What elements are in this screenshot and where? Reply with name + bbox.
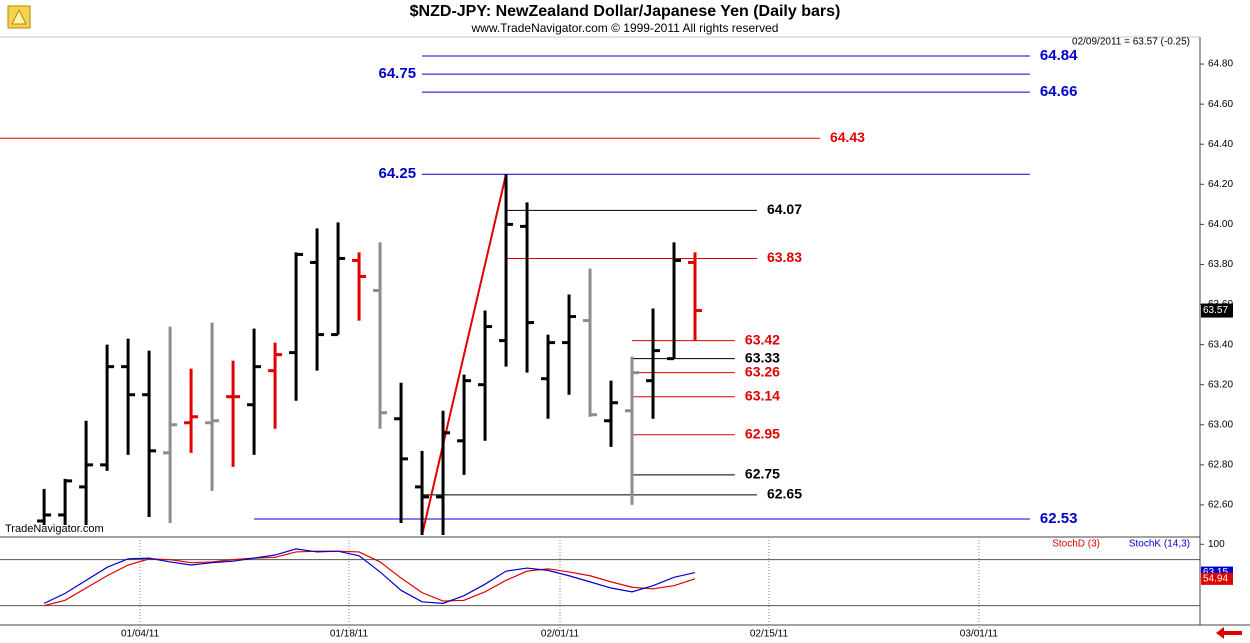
level-label: 64.25 bbox=[379, 165, 417, 182]
chart-title: $NZD-JPY: NewZealand Dollar/Japanese Yen… bbox=[410, 3, 841, 20]
last-value-box bbox=[1201, 572, 1233, 585]
last-price-box bbox=[1201, 303, 1233, 318]
quote: 02/09/2011 = 63.57 (-0.25) bbox=[1072, 37, 1190, 48]
chart-subtitle: www.TradeNavigator.com © 1999-2011 All r… bbox=[471, 21, 779, 35]
y-tick-label: 63.80 bbox=[1208, 259, 1233, 270]
y-tick-label: 64.00 bbox=[1208, 219, 1233, 230]
watermark: TradeNavigator.com bbox=[5, 523, 104, 535]
x-tick-label: 01/18/11 bbox=[330, 629, 369, 640]
x-tick-label: 02/15/11 bbox=[750, 629, 789, 640]
level-label: 62.65 bbox=[767, 486, 802, 502]
y-tick-label: 64.20 bbox=[1208, 179, 1233, 190]
y-tick-label: 63.00 bbox=[1208, 419, 1233, 430]
level-label: 63.42 bbox=[745, 331, 780, 347]
y-tick-label: 100 bbox=[1208, 539, 1225, 550]
last-value-label: 54.94 bbox=[1203, 574, 1228, 585]
level-label: 63.26 bbox=[745, 363, 780, 379]
level-label: 62.53 bbox=[1040, 510, 1078, 527]
y-tick-label: 64.40 bbox=[1208, 139, 1233, 150]
x-tick-label: 03/01/11 bbox=[960, 629, 999, 640]
x-tick-label: 02/01/11 bbox=[541, 629, 580, 640]
level-label: 62.95 bbox=[745, 425, 780, 441]
series-line bbox=[43, 548, 696, 604]
trend-line bbox=[421, 174, 508, 536]
level-label: 63.33 bbox=[745, 349, 780, 365]
level-label: 63.14 bbox=[745, 387, 780, 403]
last-value-label: 63.15 bbox=[1203, 567, 1228, 578]
legend-label: StochD (3) bbox=[1052, 539, 1100, 550]
x-tick-label: 01/04/11 bbox=[121, 629, 160, 640]
nav-arrow[interactable] bbox=[1216, 627, 1242, 639]
logo bbox=[7, 5, 31, 29]
level-label: 64.84 bbox=[1040, 47, 1078, 64]
y-tick-label: 62.80 bbox=[1208, 459, 1233, 470]
level-label: 64.43 bbox=[830, 129, 865, 145]
last-price-label: 63.57 bbox=[1203, 305, 1228, 316]
legend-label: StochK (14,3) bbox=[1129, 539, 1190, 550]
y-tick-label: 64.80 bbox=[1208, 59, 1233, 70]
level-label: 64.66 bbox=[1040, 83, 1078, 100]
level-label: 63.83 bbox=[767, 249, 802, 265]
y-tick-label: 62.60 bbox=[1208, 500, 1233, 511]
logo-mark bbox=[11, 8, 27, 25]
y-tick-label: 63.40 bbox=[1208, 339, 1233, 350]
y-tick-label: 64.60 bbox=[1208, 99, 1233, 110]
level-label: 62.75 bbox=[745, 466, 780, 482]
y-tick-label: 63.20 bbox=[1208, 379, 1233, 390]
level-label: 64.07 bbox=[767, 201, 802, 217]
level-label: 64.75 bbox=[379, 65, 417, 82]
